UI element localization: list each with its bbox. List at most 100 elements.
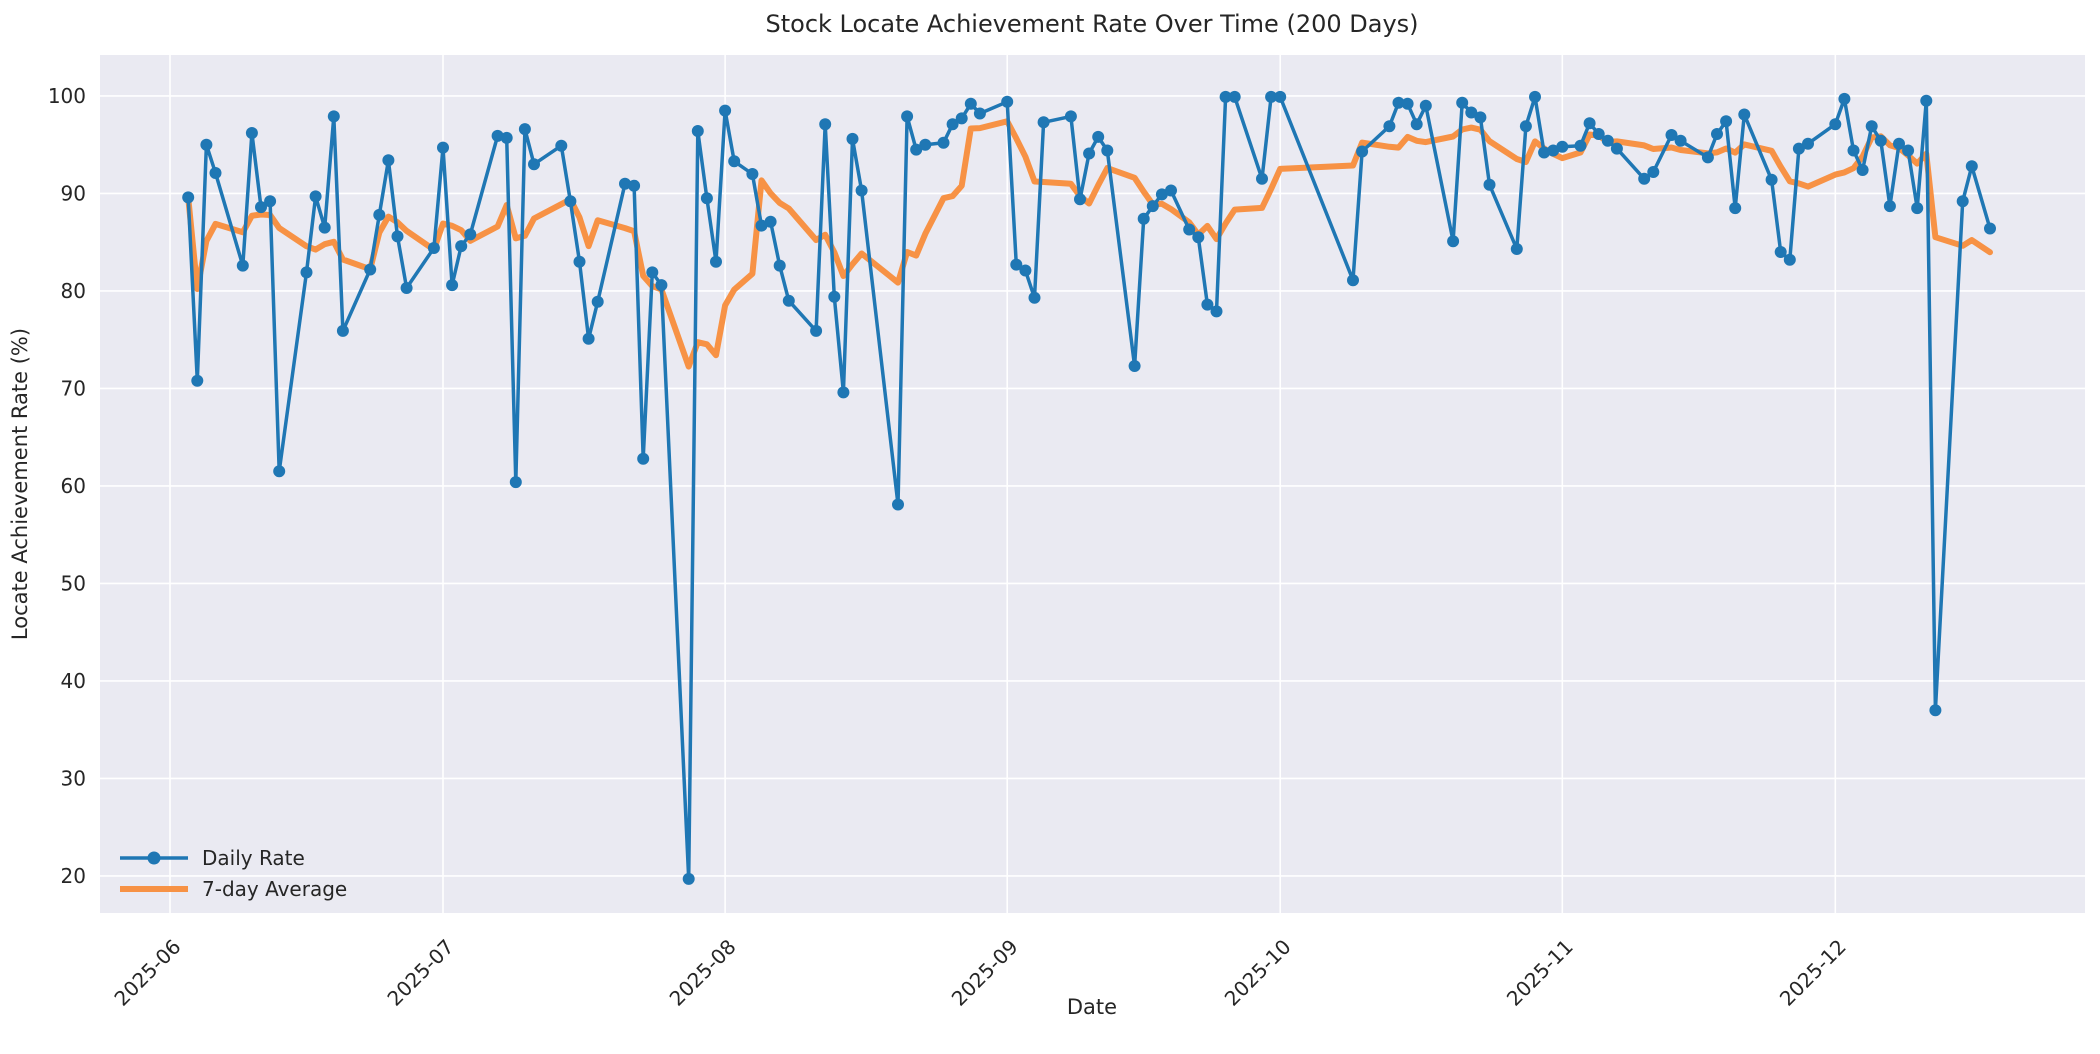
daily-point-marker: [1529, 90, 1541, 103]
daily-point-marker: [919, 138, 932, 151]
daily-point-marker: [1028, 291, 1041, 304]
daily-point-marker: [619, 177, 631, 190]
daily-point-marker: [855, 184, 868, 197]
daily-point-marker: [1383, 120, 1396, 133]
daily-point-marker: [773, 259, 786, 272]
daily-point-marker: [373, 208, 386, 221]
daily-point-marker: [628, 179, 641, 192]
daily-point-marker: [236, 259, 249, 272]
daily-point-marker: [1219, 90, 1232, 103]
y-tick-label: 90: [61, 181, 86, 205]
daily-point-marker: [1610, 142, 1623, 155]
daily-point-marker: [1074, 193, 1086, 206]
daily-point-marker: [1392, 96, 1405, 109]
daily-point-marker: [1711, 128, 1723, 140]
legend-daily-marker-icon: [147, 851, 161, 865]
daily-point-marker: [1701, 151, 1714, 164]
daily-point-marker: [1893, 137, 1905, 150]
y-tick-label: 70: [61, 376, 86, 400]
x-tick-label: 2025-10: [1220, 935, 1296, 1011]
daily-point-marker: [1765, 173, 1778, 186]
daily-point-marker: [910, 143, 923, 156]
daily-point-marker: [946, 118, 959, 131]
daily-point-marker: [1165, 184, 1177, 197]
average-line: [185, 118, 1993, 370]
daily-point-marker: [782, 294, 795, 307]
daily-point-marker: [1720, 115, 1733, 128]
daily-point-marker: [1592, 128, 1605, 140]
daily-point-marker: [437, 141, 449, 154]
daily-point-marker: [1256, 172, 1268, 185]
legend-average-label: 7-day Average: [202, 877, 347, 901]
daily-point-marker: [1965, 160, 1978, 173]
daily-point-marker: [255, 201, 267, 214]
daily-point-marker: [400, 282, 413, 294]
daily-point-marker: [200, 138, 213, 151]
daily-point-marker: [1738, 108, 1751, 121]
daily-point-marker: [846, 132, 859, 145]
daily-point-marker: [455, 240, 468, 253]
daily-point-marker: [1783, 253, 1796, 266]
daily-point-marker: [336, 324, 349, 337]
daily-point-marker: [1829, 118, 1842, 131]
daily-point-marker: [646, 266, 659, 279]
daily-point-marker: [1510, 243, 1523, 255]
y-tick-label: 20: [61, 864, 86, 888]
daily-point-marker: [318, 221, 331, 234]
daily-point-marker: [1274, 90, 1287, 103]
daily-point-marker: [1101, 144, 1114, 157]
daily-point-marker: [1092, 130, 1105, 143]
daily-point-marker: [591, 295, 604, 308]
daily-point-marker: [464, 228, 477, 241]
daily-point-marker: [901, 110, 914, 123]
daily-point-marker: [973, 107, 986, 120]
daily-point-marker: [691, 125, 704, 137]
y-tick-label: 100: [48, 84, 86, 108]
daily-point-marker: [1774, 246, 1787, 258]
daily-point-marker: [427, 242, 440, 254]
chart-title: Stock Locate Achievement Rate Over Time …: [765, 10, 1418, 38]
daily-point-marker: [364, 263, 377, 276]
daily-point-marker: [1146, 200, 1159, 213]
daily-point-marker: [391, 230, 404, 243]
daily-point-marker: [746, 168, 759, 180]
x-axis-tick-labels: 2025-06 2025-07 2025-08 2025-09 2025-10 2025-…: [109, 935, 1850, 1011]
daily-point-marker: [500, 131, 513, 144]
daily-point-marker: [1838, 92, 1851, 105]
daily-point-marker: [264, 195, 277, 208]
daily-point-marker: [810, 324, 823, 337]
daily-point-marker: [528, 158, 540, 171]
x-tick-label: 2025-11: [1502, 935, 1578, 1011]
daily-point-marker: [245, 127, 258, 139]
daily-point-marker: [1911, 202, 1924, 215]
y-tick-label: 40: [61, 669, 86, 693]
daily-point-marker: [764, 215, 777, 228]
daily-point-marker: [1192, 231, 1205, 244]
daily-point-marker: [1647, 166, 1660, 178]
legend: Daily Rate 7-day Average: [120, 846, 347, 901]
daily-point-marker: [1547, 144, 1560, 157]
daily-point-marker: [446, 279, 459, 292]
daily-point-marker: [1883, 200, 1896, 213]
daily-point-marker: [1792, 142, 1805, 155]
daily-point-marker: [755, 219, 768, 232]
daily-point-marker: [300, 266, 313, 279]
daily-point-marker: [719, 104, 732, 117]
daily-point-marker: [1874, 134, 1887, 147]
daily-point-marker: [1001, 95, 1014, 108]
x-tick-label: 2025-09: [947, 935, 1023, 1011]
daily-point-marker: [1265, 90, 1278, 103]
daily-point-marker: [1474, 111, 1487, 124]
daily-point-marker: [1128, 360, 1141, 372]
daily-point-marker: [518, 123, 531, 136]
daily-point-marker: [564, 195, 577, 208]
daily-point-marker: [555, 139, 568, 152]
daily-point-marker: [327, 110, 340, 123]
daily-point-marker: [1574, 139, 1587, 152]
daily-point-marker: [937, 136, 950, 149]
daily-point-marker: [700, 192, 713, 205]
daily-point-marker: [273, 465, 286, 478]
daily-point-marker: [1538, 146, 1551, 159]
x-tick-label: 2025-08: [665, 935, 741, 1011]
